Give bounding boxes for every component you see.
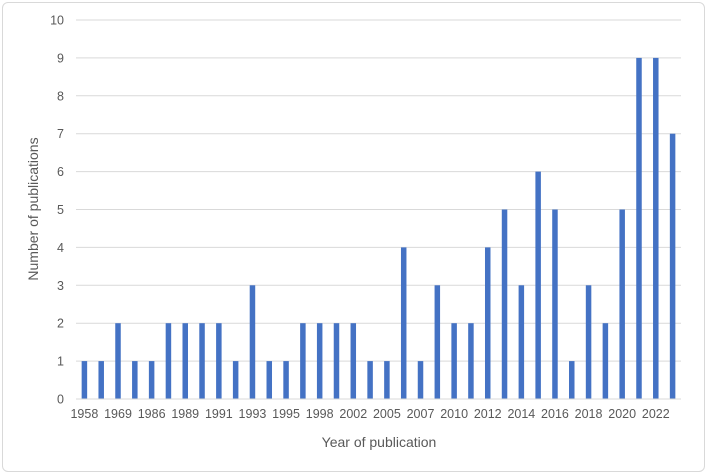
x-tick-label: 2010 — [440, 407, 468, 421]
bar-1994 — [266, 361, 273, 399]
bar-1995 — [283, 361, 289, 399]
bar-2006 — [400, 247, 407, 399]
y-tick-label: 8 — [57, 89, 64, 103]
bar-2021 — [636, 57, 642, 400]
x-tick-label: 2007 — [407, 407, 435, 421]
y-tick-label: 1 — [57, 355, 64, 369]
x-tick-label: 1993 — [239, 407, 267, 421]
bar-2010 — [451, 323, 457, 399]
bar-2013 — [501, 209, 508, 399]
y-tick-label: 2 — [57, 317, 64, 331]
bar-2020 — [619, 209, 625, 399]
x-tick-label: 1995 — [272, 407, 300, 421]
x-tick-label: 2016 — [541, 407, 569, 421]
y-tick-label: 6 — [57, 165, 64, 179]
y-tick-label: 5 — [57, 203, 64, 217]
x-tick-label: 1989 — [171, 407, 199, 421]
bar-1992 — [232, 361, 239, 399]
x-tick-label: 2018 — [575, 407, 603, 421]
bar-2017 — [569, 361, 575, 399]
bar-1963 — [98, 361, 104, 399]
y-tick-label: 3 — [57, 279, 64, 293]
bar-2008 — [434, 285, 441, 399]
bar-1990 — [199, 323, 205, 399]
bars — [81, 57, 676, 400]
bar-1991 — [216, 323, 222, 399]
bar-1969 — [115, 323, 121, 399]
bar-1997 — [300, 323, 306, 399]
bar-2015 — [535, 171, 541, 399]
bar-2004 — [367, 361, 373, 399]
bar-2023 — [669, 133, 676, 399]
bar-2019 — [602, 323, 609, 399]
x-tick-label: 2014 — [507, 407, 535, 421]
x-tick-label: 1969 — [104, 407, 132, 421]
bar-1998 — [316, 323, 323, 399]
x-tick-label: 1991 — [205, 407, 233, 421]
bar-2005 — [384, 361, 390, 399]
bar-1958 — [81, 361, 88, 399]
x-tick-label: 2005 — [373, 407, 401, 421]
x-axis-ticks: 1958 1969 1986 1989 1991 1993 1995 1998 2002 2005… — [70, 407, 669, 421]
bar-1988 — [165, 323, 172, 399]
y-tick-label: 9 — [57, 51, 64, 65]
bar-2011 — [468, 323, 474, 399]
bar-2014 — [518, 285, 525, 399]
y-axis-title: Number of publications — [25, 137, 41, 280]
x-tick-label: 1986 — [138, 407, 166, 421]
x-tick-label: 2012 — [474, 407, 502, 421]
bar-2022 — [653, 57, 659, 400]
y-tick-label: 10 — [50, 14, 64, 28]
bar-1993 — [249, 285, 256, 399]
x-axis-title: Year of publication — [322, 434, 437, 450]
bar-1980 — [132, 361, 138, 399]
bar-2016 — [552, 209, 558, 399]
bar-2018 — [585, 285, 592, 399]
x-tick-label: 2020 — [608, 407, 636, 421]
y-axis-ticks: 0 1 2 3 4 5 6 7 8 9 10 — [50, 14, 64, 407]
x-tick-label: 1958 — [70, 407, 98, 421]
bar-1989 — [182, 323, 188, 399]
bar-2002 — [350, 323, 357, 399]
bar-2012 — [484, 247, 491, 399]
x-tick-label: 1998 — [306, 407, 334, 421]
y-tick-label: 4 — [57, 241, 64, 255]
y-tick-label: 0 — [57, 393, 64, 407]
bar-1986 — [148, 361, 155, 399]
bar-2000 — [333, 323, 340, 399]
bar-2007 — [417, 361, 424, 399]
y-tick-label: 7 — [57, 127, 64, 141]
gridlines — [76, 19, 681, 362]
x-tick-label: 2002 — [339, 407, 367, 421]
x-tick-label: 2022 — [642, 407, 670, 421]
